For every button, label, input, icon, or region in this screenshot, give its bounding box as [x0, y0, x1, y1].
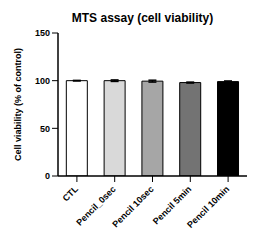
- svg-text:150: 150: [35, 28, 50, 38]
- svg-text:Pencil 5min: Pencil 5min: [150, 184, 194, 227]
- html-text:MTS assay (cell viability): MTS assay (cell viability): [71, 11, 214, 25]
- svg-text:Cell viability (% of control): Cell viability (% of control): [13, 48, 23, 161]
- svg-text:100: 100: [35, 76, 50, 86]
- svg-text:CTL: CTL: [61, 184, 81, 204]
- svg-text:Pencil 10sec: Pencil 10sec: [110, 184, 155, 229]
- svg-text:50: 50: [40, 124, 50, 134]
- svg-text:Pencil 10min: Pencil 10min: [185, 184, 231, 230]
- svg-text:0: 0: [45, 171, 50, 181]
- svg-text:Pencil_0sec: Pencil_0sec: [74, 184, 118, 228]
